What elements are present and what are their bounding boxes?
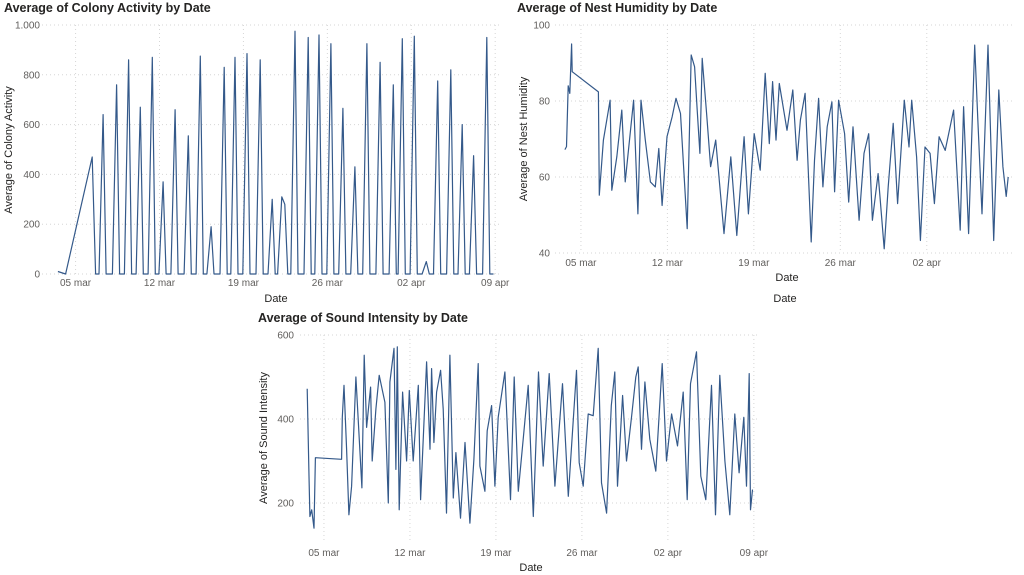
x-tick-label: 09 apr (481, 278, 510, 289)
x-tick-label: 02 apr (913, 258, 942, 269)
y-tick-label: 100 (533, 21, 550, 32)
x-tick-label: 26 mar (312, 278, 344, 289)
y-axis-title: Average of Sound Intensity (258, 372, 270, 504)
x-tick-label: 05 mar (60, 278, 92, 289)
y-axis-title: Average of Colony Activity (3, 86, 15, 214)
y-tick-label: 80 (539, 97, 551, 108)
chart-title: Average of Nest Humidity by Date (517, 1, 717, 15)
nest-humidity-chart: Average of Nest Humidity by Date 40 60 80 10… (517, 1, 1012, 305)
y-tick-label: 0 (34, 270, 40, 281)
y-tick-label: 1.000 (15, 21, 40, 32)
y-tick-label: 800 (23, 70, 40, 81)
x-axis-title: Date (519, 562, 542, 574)
x-tick-label: 05 mar (565, 258, 597, 269)
x-axis-title-secondary: Date (773, 293, 796, 305)
x-tick-label: 19 mar (228, 278, 260, 289)
series-line[interactable] (306, 346, 754, 529)
y-tick-label: 400 (23, 170, 40, 181)
x-tick-label: 26 mar (566, 548, 598, 559)
y-axis-title: Average of Nest Humidity (518, 76, 530, 201)
colony-activity-chart: Average of Colony Activity by Date 0 200 40… (3, 1, 510, 305)
y-tick-label: 600 (23, 120, 40, 131)
y-tick-label: 200 (277, 499, 294, 510)
x-axis-title: Date (775, 272, 798, 284)
y-tick-label: 400 (277, 415, 294, 426)
chart-title: Average of Colony Activity by Date (4, 1, 211, 15)
series-line[interactable] (564, 43, 1009, 250)
x-tick-label: 12 mar (144, 278, 176, 289)
x-tick-label: 02 apr (654, 548, 683, 559)
x-tick-label: 09 apr (740, 548, 769, 559)
x-tick-label: 19 mar (480, 548, 512, 559)
x-tick-label: 12 mar (394, 548, 426, 559)
x-tick-label: 02 apr (397, 278, 426, 289)
x-axis-title: Date (264, 293, 287, 305)
y-tick-label: 40 (539, 249, 551, 260)
x-tick-label: 05 mar (308, 548, 340, 559)
series-line[interactable] (57, 30, 494, 275)
chart-title: Average of Sound Intensity by Date (258, 311, 468, 325)
x-tick-label: 12 mar (652, 258, 684, 269)
y-tick-label: 200 (23, 220, 40, 231)
y-tick-label: 600 (277, 331, 294, 342)
x-tick-label: 26 mar (825, 258, 857, 269)
y-tick-label: 60 (539, 173, 551, 184)
sound-intensity-chart: Average of Sound Intensity by Date 200 400… (258, 311, 769, 574)
x-tick-label: 19 mar (738, 258, 770, 269)
